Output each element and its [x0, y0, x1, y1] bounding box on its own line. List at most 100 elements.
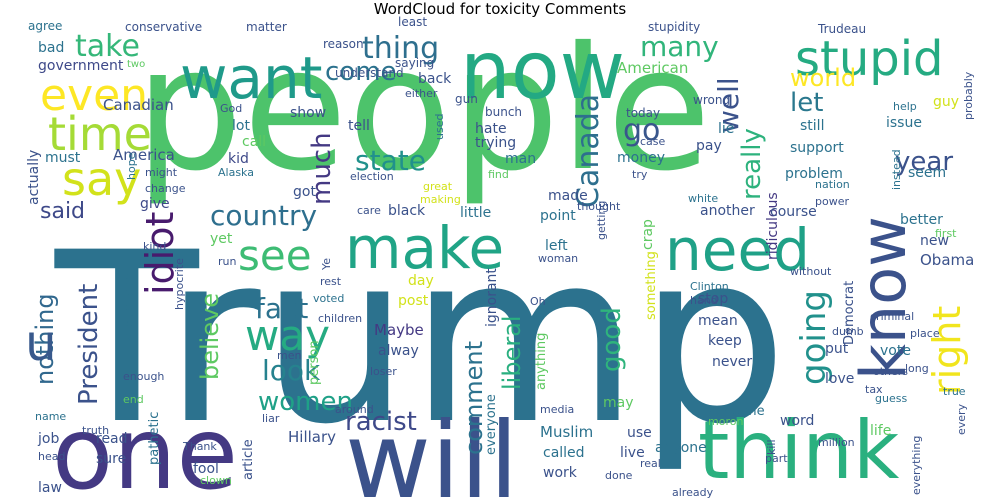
- word-job: job: [37, 431, 59, 447]
- word-try: try: [632, 168, 648, 181]
- word-much: much: [307, 132, 337, 205]
- word-lie: lie: [718, 121, 734, 137]
- word-even: even: [40, 70, 148, 121]
- word-another: another: [700, 203, 755, 219]
- word-either: either: [405, 87, 438, 100]
- word-support: support: [790, 140, 844, 156]
- word-word: word: [780, 413, 814, 429]
- word-ye: Ye: [320, 258, 333, 271]
- word-believe: believe: [196, 293, 224, 380]
- word-good: good: [597, 307, 627, 372]
- word-clown: clown: [200, 474, 232, 487]
- word-law: law: [38, 480, 62, 496]
- word-every: every: [955, 403, 968, 435]
- word-help: help: [893, 100, 917, 113]
- word-issue: issue: [886, 115, 922, 131]
- word-reason: reason: [323, 37, 364, 51]
- word-better: better: [900, 212, 943, 228]
- word-criminal: criminal: [870, 310, 914, 323]
- word-made: made: [548, 188, 588, 204]
- word-run: run: [218, 255, 236, 268]
- word-long: long: [905, 362, 929, 375]
- word-give: give: [140, 196, 170, 212]
- word-vote: vote: [880, 343, 911, 359]
- word-children: children: [318, 312, 362, 325]
- word-name: name: [35, 410, 66, 423]
- word-head: head: [38, 450, 65, 463]
- word-sure: sure: [96, 451, 126, 467]
- word-call: call: [242, 134, 266, 150]
- word-woman: woman: [538, 252, 578, 265]
- word-know: know: [847, 216, 920, 380]
- word-part: part: [765, 452, 788, 465]
- word-actually: actually: [26, 150, 42, 205]
- word-hate: hate: [475, 121, 507, 137]
- word-guy: guy: [933, 94, 959, 110]
- word-ignorant: ignorant: [484, 268, 500, 327]
- word-many: many: [640, 30, 719, 63]
- word-making: making: [420, 193, 461, 206]
- word-nothing: nothing: [31, 293, 59, 385]
- word-might: might: [145, 166, 178, 179]
- word-come: come: [325, 57, 397, 87]
- word-million: million: [818, 436, 855, 449]
- word-life: life: [870, 423, 891, 439]
- word-change: change: [145, 182, 186, 195]
- word-around: around: [335, 403, 374, 416]
- word-use: use: [627, 425, 652, 441]
- word-pay: pay: [696, 138, 722, 154]
- word-live: live: [620, 445, 645, 461]
- word-person: person: [307, 340, 322, 385]
- word-idiot: idiot: [138, 212, 182, 295]
- word-election: election: [350, 170, 394, 183]
- word-put: put: [825, 341, 849, 357]
- word-everyone: everyone: [484, 394, 499, 455]
- word-fact: fact: [255, 292, 308, 325]
- word-yet: yet: [210, 231, 233, 247]
- word-make: make: [345, 214, 504, 282]
- word-thought: thought: [577, 200, 621, 213]
- word-one: one: [52, 395, 238, 500]
- word-media: media: [540, 403, 574, 416]
- word-way: way: [245, 311, 330, 360]
- word-american: American: [617, 59, 688, 77]
- word-canadian: Canadian: [103, 96, 174, 114]
- word-two: two: [127, 59, 145, 70]
- word-comment: comment: [460, 341, 488, 455]
- word-someone: someone: [705, 404, 765, 419]
- word-fool: fool: [193, 461, 219, 477]
- word-liar: liar: [262, 412, 280, 425]
- word-end: end: [123, 393, 144, 406]
- word-government: government: [38, 58, 124, 74]
- word-well: well: [712, 77, 745, 133]
- word-stupidity: stupidity: [648, 20, 700, 34]
- word-read: read: [96, 431, 128, 447]
- word-hand: hand: [690, 294, 718, 307]
- word-president: President: [74, 284, 104, 405]
- word-may: may: [603, 395, 634, 411]
- word-lot: lot: [232, 118, 250, 134]
- word-nation: nation: [815, 178, 850, 191]
- word-muslim: Muslim: [540, 423, 593, 441]
- word-gun: gun: [455, 92, 478, 106]
- word-article: article: [241, 439, 256, 480]
- word-maybe: Maybe: [374, 321, 424, 339]
- word-trying: trying: [475, 135, 516, 151]
- word-ridiculous: ridiculous: [765, 192, 781, 260]
- word-guess: guess: [875, 392, 907, 405]
- word-kid: kid: [228, 151, 249, 167]
- word-instead: instead: [890, 149, 903, 190]
- word-obama: Obama: [920, 251, 974, 269]
- word-democrat: Democrat: [842, 281, 857, 345]
- word-back: back: [418, 71, 452, 87]
- word-new: new: [920, 233, 949, 249]
- word-today: today: [626, 106, 660, 120]
- word-never: never: [712, 354, 752, 370]
- word-must: must: [45, 150, 81, 166]
- word-stupid: stupid: [795, 31, 944, 87]
- word-voted: voted: [313, 292, 344, 305]
- word-take: take: [75, 29, 140, 64]
- word-great: great: [423, 180, 453, 193]
- word-least: least: [398, 15, 427, 29]
